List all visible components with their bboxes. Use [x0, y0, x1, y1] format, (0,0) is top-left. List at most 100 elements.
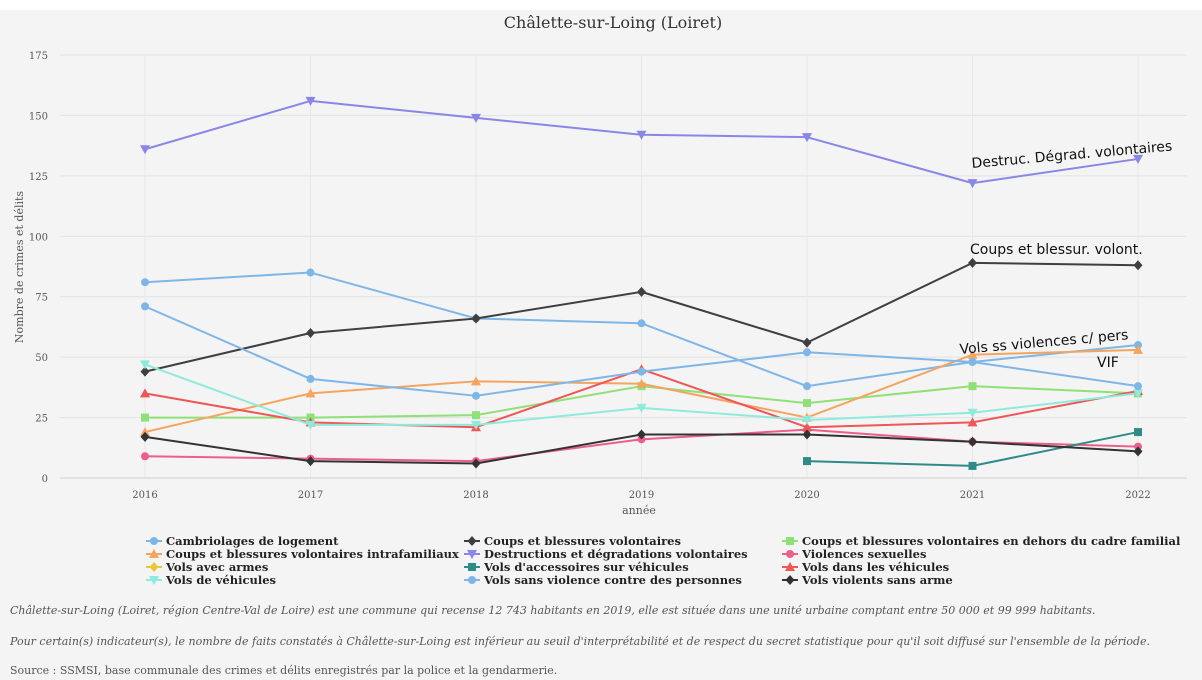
legend-label: Destructions et dégradations volontaires: [484, 546, 748, 561]
data-point: [1133, 154, 1143, 164]
note-commune: Châlette-sur-Loing (Loiret, région Centr…: [10, 604, 1096, 617]
legend-marker: [468, 575, 476, 584]
data-point: [141, 413, 149, 422]
legend-symbol: [464, 535, 480, 546]
legend-label: Violences sexuelles: [802, 546, 927, 561]
y-tick-label: 25: [35, 414, 48, 425]
top-strip: [0, 0, 1202, 10]
annotations: Destruc. Dégrad. volontaires Coups et ble…: [959, 139, 1173, 371]
data-point: [967, 417, 978, 427]
legend-item[interactable]: Violences sexuelles: [782, 546, 1186, 561]
data-point: [305, 420, 316, 430]
x-axis-label: année: [622, 504, 656, 517]
data-point: [471, 458, 481, 469]
data-point: [306, 456, 315, 467]
data-point: [637, 319, 646, 328]
data-point: [140, 431, 150, 442]
legend-item[interactable]: Vols d'accessoires sur véhicules: [464, 559, 782, 574]
data-point: [803, 457, 811, 466]
series-9: [140, 360, 1143, 430]
legend-symbol: [782, 549, 798, 558]
data-point: [140, 427, 150, 437]
data-point: [305, 388, 316, 398]
data-point: [471, 376, 481, 386]
legend-symbol: [146, 548, 162, 558]
legend-label: Coups et blessures volontaires: [484, 533, 681, 548]
legend-marker: [468, 562, 476, 571]
data-point: [141, 278, 149, 287]
data-point: [967, 408, 978, 418]
legend-marker: [467, 549, 477, 559]
line-chart: Châlette-sur-Loing (Loiret) 0 25 50 75 100 12…: [13, 13, 1187, 517]
y-axis-label: Nombre de crimes et délits: [13, 191, 26, 343]
legend-item[interactable]: Vols violents sans arme: [782, 572, 1186, 587]
series-11: [140, 429, 1143, 469]
x-axis-ticks: 2016 2017 2018 2019 2020 2021 2022: [132, 490, 1150, 501]
data-point: [968, 461, 977, 470]
x-tick-label: 2019: [629, 490, 654, 501]
data-point: [637, 367, 646, 376]
legend-symbol: [782, 574, 798, 585]
data-point: [967, 179, 978, 189]
y-tick-label: 175: [29, 51, 48, 62]
legend-item[interactable]: Vols de véhicules: [146, 573, 464, 587]
data-point: [636, 130, 647, 140]
legend-marker: [785, 561, 795, 571]
legend-item[interactable]: Coups et blessures volontaires: [464, 533, 782, 548]
legend-item[interactable]: Destructions et dégradations volontaires: [464, 546, 782, 561]
data-point: [803, 399, 811, 408]
x-tick-label: 2020: [794, 490, 819, 501]
data-point: [967, 349, 978, 359]
data-point: [802, 429, 812, 440]
data-point: [1133, 446, 1143, 457]
data-point: [306, 268, 315, 277]
y-tick-label: 100: [29, 232, 48, 243]
legend-symbol: [146, 575, 162, 585]
data-point: [637, 429, 646, 440]
annotation-label: Coups et blessur. volont.: [970, 242, 1143, 258]
data-point: [1133, 344, 1143, 354]
legend-marker: [786, 536, 794, 545]
data-point: [140, 366, 150, 377]
data-point: [802, 337, 812, 348]
legend-label: Vols d'accessoires sur véhicules: [484, 559, 689, 574]
data-point: [636, 378, 647, 388]
data-point: [968, 436, 977, 447]
legend-item[interactable]: Coups et blessures volontaires en dehors…: [782, 534, 1186, 548]
legend-label: Vols violents sans arme: [802, 572, 953, 587]
series-1: [140, 257, 1143, 377]
legend-marker: [149, 575, 159, 585]
legend-item[interactable]: Cambriolages de logement: [146, 534, 464, 548]
data-point: [1133, 260, 1143, 271]
legend-marker: [150, 536, 158, 545]
annotation-label: Destruc. Dégrad. volontaires: [971, 139, 1173, 172]
legend-marker: [467, 535, 477, 546]
data-point: [968, 257, 977, 268]
legend-symbol: [782, 536, 798, 545]
legend-label: Vols sans violence contre des personnes: [484, 572, 742, 587]
data-point: [141, 302, 149, 311]
legend-item[interactable]: Vols avec armes: [146, 559, 464, 574]
data-point: [1134, 428, 1142, 437]
legend-item[interactable]: Vols sans violence contre des personnes: [464, 572, 782, 587]
data-point: [802, 415, 812, 425]
data-point: [306, 327, 315, 338]
legend-item[interactable]: Coups et blessures volontaires intrafami…: [146, 546, 464, 561]
legend-label: Vols avec armes: [166, 559, 269, 574]
data-point: [472, 411, 480, 420]
chart-title: Châlette-sur-Loing (Loiret): [504, 13, 722, 32]
data-point: [637, 286, 646, 297]
data-point: [968, 357, 977, 366]
series-7: [803, 428, 1142, 470]
legend-item[interactable]: Vols dans les véhicules: [782, 560, 1186, 574]
legend-label: Coups et blessures volontaires intrafami…: [166, 546, 459, 561]
x-tick-label: 2016: [132, 490, 157, 501]
data-point: [968, 382, 977, 391]
y-tick-label: 75: [35, 293, 48, 304]
x-tick-label: 2022: [1125, 490, 1150, 501]
series-4: [140, 96, 1143, 189]
legend-symbol: [464, 549, 480, 559]
series-10: [141, 302, 1142, 400]
legend-marker: [149, 548, 159, 558]
note-secret-statistique: Pour certain(s) indicateur(s), le nombre…: [10, 635, 1151, 648]
